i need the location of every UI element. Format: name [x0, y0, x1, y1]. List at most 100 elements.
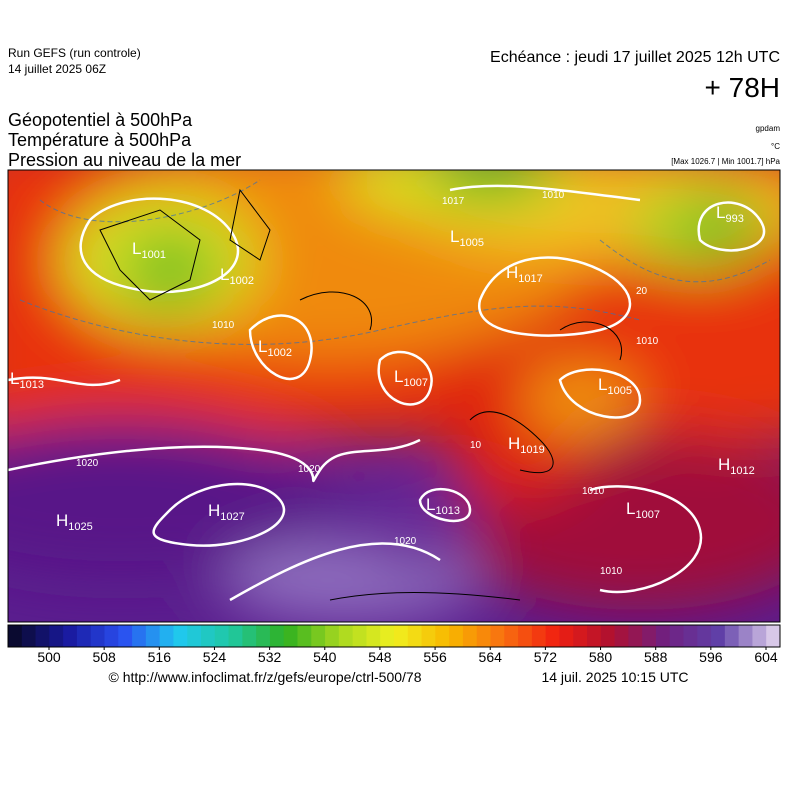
colorbar-label: 604 [754, 649, 778, 665]
colorbar-label: 540 [313, 649, 337, 665]
colorbar-swatch [311, 625, 326, 647]
center-letter: L [450, 227, 459, 246]
contour-label: 1010 [542, 190, 565, 201]
colorbar-swatch [642, 625, 657, 647]
pressure-center: L1007 [626, 499, 660, 521]
colorbar-label: 524 [203, 649, 227, 665]
pressure-center: L1007 [394, 367, 428, 389]
colorbar-label: 564 [479, 649, 503, 665]
colorbar-swatch [366, 625, 381, 647]
center-letter: H [56, 511, 68, 530]
contour-label: 1010 [600, 566, 623, 577]
pressure-center: L1005 [598, 375, 632, 397]
title: Température à 500hPa [8, 130, 192, 150]
colorbar-swatch [256, 625, 271, 647]
map-frame [7, 169, 781, 623]
pressure-center: L993 [716, 203, 744, 225]
pressure-center: L1013 [10, 369, 44, 391]
center-letter: L [716, 203, 725, 222]
colorbar-swatch [766, 625, 781, 647]
colorbar-swatch [352, 625, 367, 647]
center-letter: H [508, 434, 520, 453]
colorbar-label: 532 [258, 649, 282, 665]
colorbar-swatch [614, 625, 629, 647]
pressure-center: L1001 [132, 239, 166, 261]
colorbar-swatch [476, 625, 491, 647]
center-letter: L [598, 375, 607, 394]
colorbar-label: 572 [534, 649, 558, 665]
colorbar-swatch [697, 625, 712, 647]
map: L1001 L1002 L1002 L1013 L1005 H1017 L993… [8, 170, 780, 622]
colorbar-label: 516 [148, 649, 172, 665]
colorbar-swatch [76, 625, 92, 647]
center-value: 1002 [229, 275, 253, 287]
colorbar-label: 580 [589, 649, 613, 665]
colorbar-swatch [201, 625, 216, 647]
colorbar-swatch [21, 625, 37, 647]
center-letter: H [208, 501, 220, 520]
unit: °C [771, 142, 780, 151]
center-value: 1002 [267, 347, 291, 359]
pressure-center: L1013 [426, 495, 460, 517]
contour-label: 1010 [582, 486, 605, 497]
center-value: 1017 [518, 273, 542, 285]
colorbar-label: 596 [699, 649, 723, 665]
colorbar-swatch [187, 625, 202, 647]
unit: [Max 1026.7 | Min 1001.7] hPa [671, 157, 780, 166]
colorbar-label: 548 [368, 649, 392, 665]
center-value: 1007 [403, 377, 427, 389]
colorbar-swatch [655, 625, 671, 647]
colorbar-swatch [711, 625, 726, 647]
colorbar-swatch [49, 625, 64, 647]
colorbar-swatch [173, 625, 188, 647]
pressure-center: L1005 [450, 227, 484, 249]
colorbar-swatch [242, 625, 257, 647]
center-letter: L [394, 367, 403, 386]
contour-label: 1020 [76, 458, 99, 469]
colorbar-swatch [587, 625, 602, 647]
contour-label: 1017 [442, 196, 465, 207]
colorbar-label: 556 [423, 649, 447, 665]
colorbar-swatch [214, 625, 230, 647]
generated: 14 juil. 2025 10:15 UTC [541, 669, 688, 685]
colorbar-swatch [35, 625, 50, 647]
contour-label: 1020 [298, 464, 321, 475]
center-letter: L [426, 495, 435, 514]
title: Géopotentiel à 500hPa [8, 110, 193, 130]
colorbar-swatch [159, 625, 174, 647]
pressure-center: H1012 [718, 455, 755, 477]
center-value: 1027 [220, 511, 244, 523]
contour-label: 1010 [212, 320, 235, 331]
colorbar-swatch [531, 625, 547, 647]
contour-label: 10 [470, 440, 482, 451]
colorbar-swatch [297, 625, 312, 647]
colorbar-swatch [462, 625, 478, 647]
pressure-center: H1025 [56, 511, 93, 533]
center-value: 1005 [459, 237, 483, 249]
colorbar-swatch [145, 625, 161, 647]
colorbar-swatch [407, 625, 423, 647]
contour-label: 20 [636, 286, 648, 297]
colorbar-swatch [600, 625, 616, 647]
pressure-center: H1017 [506, 263, 543, 285]
colorbar-swatch [669, 625, 684, 647]
center-letter: L [132, 239, 141, 258]
colorbar-swatch [724, 625, 740, 647]
center-letter: L [258, 337, 267, 356]
center-value: 1001 [141, 249, 165, 261]
pressure-center: L1002 [258, 337, 292, 359]
colorbar-swatch [338, 625, 354, 647]
colorbar-swatch [104, 625, 119, 647]
lead-time: + 78H [705, 72, 781, 103]
title: Pression au niveau de la mer [8, 150, 241, 170]
colorbar-label: 588 [644, 649, 668, 665]
pressure-center: L1002 [220, 265, 254, 287]
colorbar-swatch [490, 625, 505, 647]
colorbar-swatch [545, 625, 560, 647]
center-value: 1019 [520, 444, 544, 456]
colorbar-swatch [518, 625, 533, 647]
colorbar-swatch [628, 625, 643, 647]
run: Run GEFS (run controle) [8, 46, 141, 60]
center-letter: H [506, 263, 518, 282]
